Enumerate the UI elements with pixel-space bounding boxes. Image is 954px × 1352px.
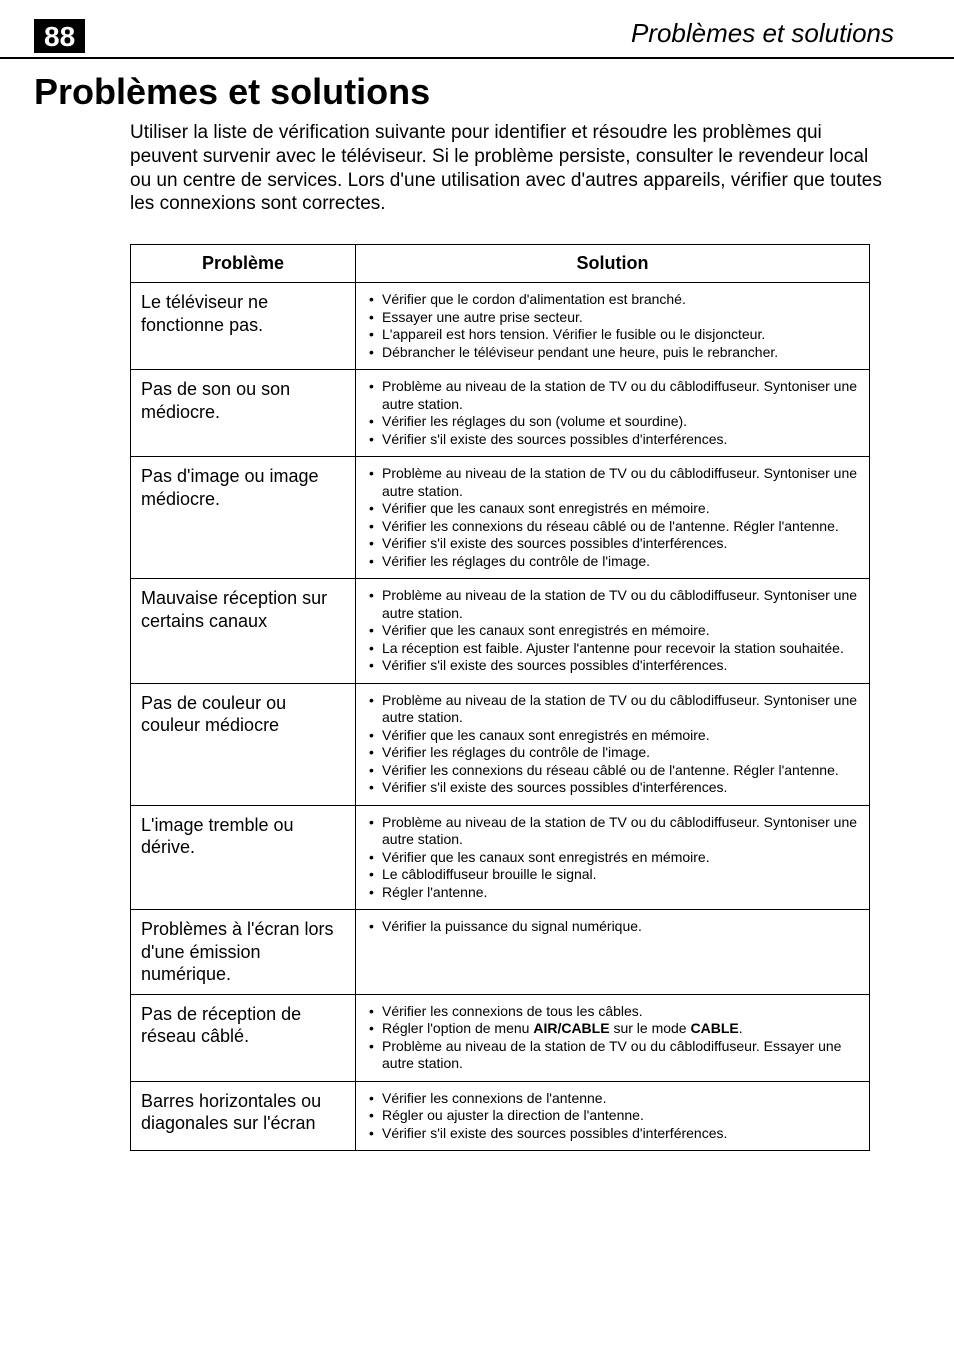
problem-cell: Le téléviseur ne fonctionne pas. [131,283,356,370]
main-heading: Problèmes et solutions [34,71,894,113]
solution-cell: Problème au niveau de la station de TV o… [356,683,870,805]
problem-cell: Pas d'image ou image médiocre. [131,457,356,579]
solution-cell: Problème au niveau de la station de TV o… [356,457,870,579]
solution-item: Vérifier les réglages du contrôle de l'i… [366,553,859,571]
solution-item: Vérifier s'il existe des sources possibl… [366,1125,859,1143]
solution-list: Problème au niveau de la station de TV o… [366,378,859,448]
page-header: 88 Problèmes et solutions [0,0,954,59]
solution-item: Régler l'antenne. [366,884,859,902]
solution-list: Vérifier les connexions de tous les câbl… [366,1003,859,1073]
solution-list: Vérifier que le cordon d'alimentation es… [366,291,859,361]
problem-cell: Pas de couleur ou couleur médiocre [131,683,356,805]
main-content: Problèmes et solutions Utiliser la liste… [0,59,954,1151]
table-row: Pas de son ou son médiocre. Problème au n… [131,370,870,457]
solution-item: Vérifier les réglages du son (volume et … [366,413,859,431]
solution-item: L'appareil est hors tension. Vérifier le… [366,326,859,344]
solution-item: Régler l'option de menu AIR/CABLE sur le… [366,1020,859,1038]
solution-item: Essayer une autre prise secteur. [366,309,859,327]
solution-item: Problème au niveau de la station de TV o… [366,1038,859,1073]
table-row: Problèmes à l'écran lors d'une émission … [131,910,870,995]
solution-item: Vérifier que le cordon d'alimentation es… [366,291,859,309]
solution-list: Problème au niveau de la station de TV o… [366,814,859,902]
solution-item: Vérifier que les canaux sont enregistrés… [366,500,859,518]
solution-item: La réception est faible. Ajuster l'anten… [366,640,859,658]
table-row: Pas de réception de réseau câblé. Vérifie… [131,994,870,1081]
solution-item: Le câblodiffuseur brouille le signal. [366,866,859,884]
solution-item: Régler ou ajuster la direction de l'ante… [366,1107,859,1125]
solution-list: Problème au niveau de la station de TV o… [366,465,859,570]
solution-cell: Vérifier la puissance du signal numériqu… [356,910,870,995]
solution-item: Vérifier les connexions du réseau câblé … [366,518,859,536]
table-row: Pas de couleur ou couleur médiocre Problè… [131,683,870,805]
solution-item: Problème au niveau de la station de TV o… [366,692,859,727]
solution-item: Vérifier s'il existe des sources possibl… [366,779,859,797]
solution-list: Problème au niveau de la station de TV o… [366,587,859,675]
problem-cell: Barres horizontales ou diagonales sur l'… [131,1081,356,1151]
solution-item: Problème au niveau de la station de TV o… [366,587,859,622]
solution-item: Vérifier que les canaux sont enregistrés… [366,727,859,745]
solution-item: Problème au niveau de la station de TV o… [366,378,859,413]
table-row: Le téléviseur ne fonctionne pas. Vérifier… [131,283,870,370]
solution-item: Vérifier les connexions de tous les câbl… [366,1003,859,1021]
page-number: 88 [34,19,85,53]
solution-cell: Problème au niveau de la station de TV o… [356,579,870,684]
solution-cell: Vérifier que le cordon d'alimentation es… [356,283,870,370]
solution-cell: Problème au niveau de la station de TV o… [356,370,870,457]
troubleshoot-table: Problème Solution Le téléviseur ne fonct… [130,244,870,1151]
problem-cell: L'image tremble ou dérive. [131,805,356,910]
table-row: Pas d'image ou image médiocre. Problème a… [131,457,870,579]
solution-item: Vérifier que les canaux sont enregistrés… [366,622,859,640]
table-row: L'image tremble ou dérive. Problème au ni… [131,805,870,910]
table-row: Mauvaise réception sur certains canaux Pr… [131,579,870,684]
solution-item: Vérifier la puissance du signal numériqu… [366,918,859,936]
solution-item: Vérifier les connexions de l'antenne. [366,1090,859,1108]
solution-list: Problème au niveau de la station de TV o… [366,692,859,797]
solution-cell: Problème au niveau de la station de TV o… [356,805,870,910]
solution-item: Problème au niveau de la station de TV o… [366,465,859,500]
solution-item: Vérifier les réglages du contrôle de l'i… [366,744,859,762]
column-header-solution: Solution [356,245,870,283]
problem-cell: Mauvaise réception sur certains canaux [131,579,356,684]
table-row: Barres horizontales ou diagonales sur l'… [131,1081,870,1151]
solution-item: Vérifier s'il existe des sources possibl… [366,431,859,449]
solution-cell: Vérifier les connexions de l'antenne.Rég… [356,1081,870,1151]
solution-item: Vérifier que les canaux sont enregistrés… [366,849,859,867]
solution-list: Vérifier la puissance du signal numériqu… [366,918,859,936]
solution-item: Débrancher le téléviseur pendant une heu… [366,344,859,362]
solution-item: Problème au niveau de la station de TV o… [366,814,859,849]
solution-cell: Vérifier les connexions de tous les câbl… [356,994,870,1081]
solution-item: Vérifier s'il existe des sources possibl… [366,657,859,675]
problem-cell: Pas de réception de réseau câblé. [131,994,356,1081]
problem-cell: Problèmes à l'écran lors d'une émission … [131,910,356,995]
solution-item: Vérifier les connexions du réseau câblé … [366,762,859,780]
intro-paragraph: Utiliser la liste de vérification suivan… [130,121,894,216]
solution-list: Vérifier les connexions de l'antenne.Rég… [366,1090,859,1143]
column-header-problem: Problème [131,245,356,283]
problem-cell: Pas de son ou son médiocre. [131,370,356,457]
chapter-title: Problèmes et solutions [631,18,894,53]
solution-item: Vérifier s'il existe des sources possibl… [366,535,859,553]
